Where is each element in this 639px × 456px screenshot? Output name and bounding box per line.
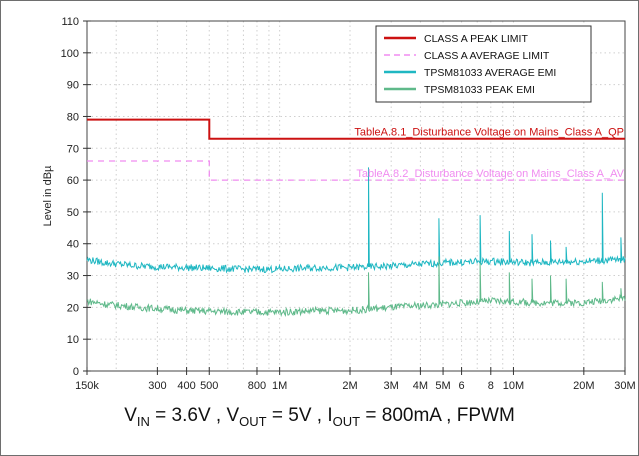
iout-sub: OUT [332,413,361,429]
vin-label: V [124,405,137,426]
iout-label: I [327,405,333,426]
series-line-2 [86,167,626,274]
x-tick-label: 3M [384,380,399,392]
vout-value: = 5V , [266,405,328,426]
limit-annotation-1: TableA.8.2_Disturbance Voltage on Mains_… [356,168,624,180]
y-tick-label: 110 [61,16,79,28]
y-tick-label: 60 [67,175,79,187]
x-tick-label: 20M [573,380,594,392]
legend-label-0: CLASS A PEAK LIMIT [424,33,528,45]
x-tick-label: 6 [459,380,465,392]
y-tick-label: 100 [61,48,79,60]
legend-label-2: TPSM81033 AVERAGE EMI [424,67,556,79]
x-tick-label: 500 [200,380,218,392]
x-tick-label: 30M [614,380,635,392]
vout-label: V [226,405,240,426]
legend-label-1: CLASS A AVERAGE LIMIT [424,50,550,62]
x-tick-label: 8 [488,380,494,392]
y-tick-label: 40 [67,239,79,251]
x-tick-label: 300 [148,380,166,392]
x-tick-label: 4M [413,380,428,392]
y-tick-label: 30 [67,271,79,283]
y-tick-label: 50 [67,207,79,219]
x-tick-label: 10M [503,380,524,392]
series-line-3 [86,256,626,318]
y-tick-label: 0 [73,366,79,378]
emi-chart: 0 10 20 30 40 50 60 70 80 90 100 110 150k 300 400 500 80… [42,16,636,392]
y-tick-label: 80 [67,111,79,123]
y-axis-title: Level in dBµ [42,165,54,226]
y-tick-label: 10 [67,334,79,346]
legend-label-3: TPSM81033 PEAK EMI [424,84,535,96]
y-tick-label: 20 [67,302,79,314]
x-tick-label: 150k [75,380,99,392]
vout-sub: OUT [239,413,267,429]
limit-annotation-0: TableA.8.1_Disturbance Voltage on Mains_… [354,127,624,139]
x-tick-label: 2M [342,380,357,392]
plot-area-border [86,20,626,372]
x-tick-label: 5M [435,380,450,392]
vin-sub: IN [136,413,150,429]
y-tick-label: 70 [67,143,79,155]
y-tick-label: 90 [67,80,79,92]
x-tick-label: 400 [177,380,195,392]
vin-value: = 3.6V , [149,405,227,426]
x-tick-label: 800 [248,380,266,392]
test-conditions-caption: VIN = 3.6V , VOUT = 5V , IOUT = 800mA , … [1,405,638,429]
x-tick-label: 1M [272,380,287,392]
series-line-0 [87,118,625,140]
iout-value: = 800mA , FPWM [360,405,515,426]
